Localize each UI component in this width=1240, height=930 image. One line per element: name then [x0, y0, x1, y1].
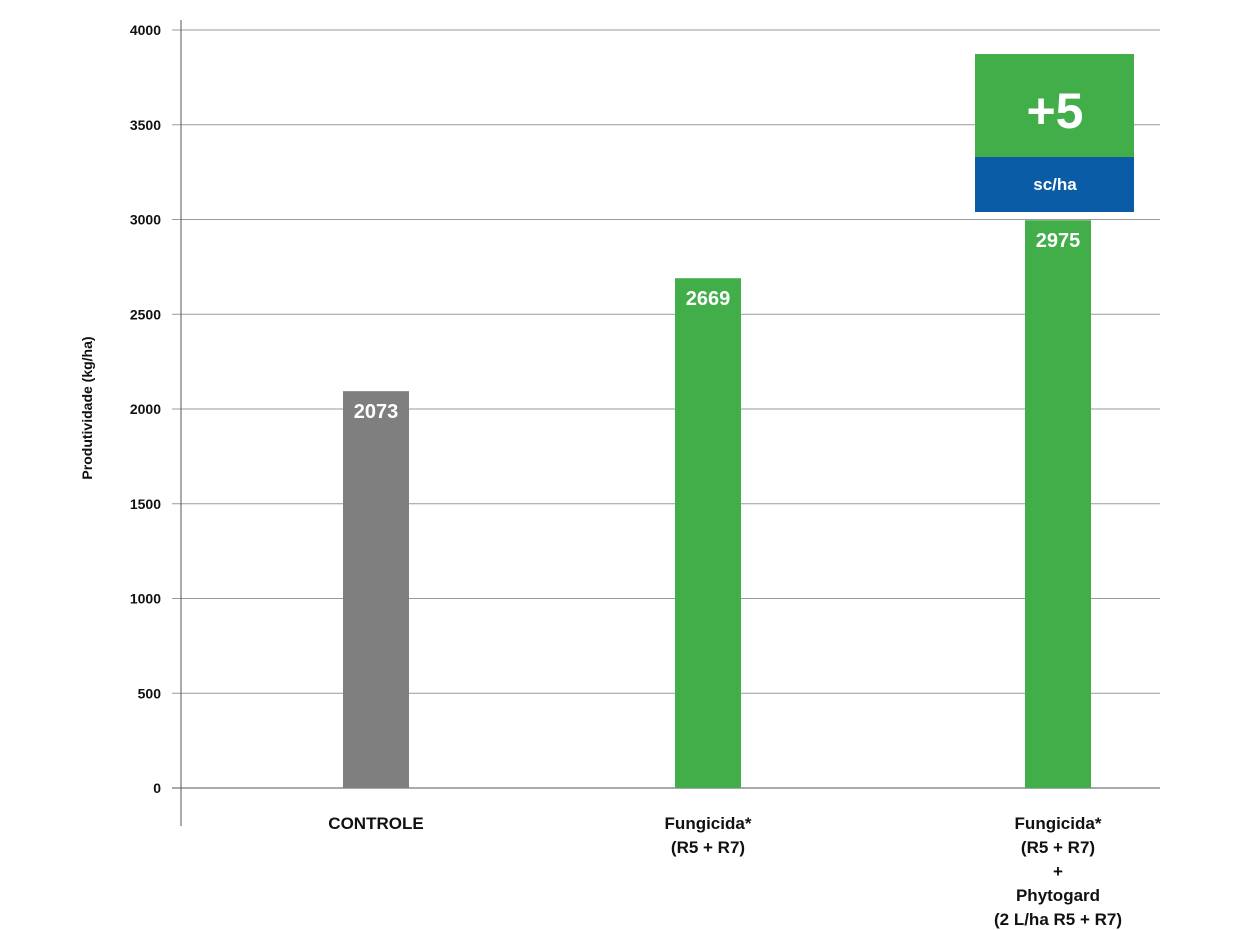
bar: [675, 278, 741, 788]
bar: [1025, 220, 1091, 789]
category-label: Phytogard: [1016, 886, 1100, 905]
y-tick-label: 1500: [130, 496, 161, 512]
category-label: (R5 + R7): [671, 838, 745, 857]
bar: [343, 391, 409, 788]
gain-badge-bottom: [975, 157, 1134, 212]
gain-badge-unit: sc/ha: [1033, 175, 1077, 194]
category-label: +: [1053, 862, 1063, 881]
data-label: 2073: [354, 401, 399, 423]
data-label: 2669: [686, 288, 731, 310]
category-label: CONTROLE: [328, 814, 423, 833]
category-label: Fungicida*: [665, 814, 752, 833]
category-labels: CONTROLE Fungicida* (R5 + R7) Fungicida* (R5…: [328, 814, 1122, 929]
data-labels: 2073 2669 2975: [354, 230, 1081, 423]
y-tick-label: 1000: [130, 591, 161, 607]
y-tick-label: 2500: [130, 306, 161, 322]
y-tick-label: 3500: [130, 117, 161, 133]
category-label: Fungicida*: [1015, 814, 1102, 833]
bars: [343, 220, 1091, 789]
y-tick-label: 2000: [130, 401, 161, 417]
y-tick-labels: 0 500 1000 1500 2000 2500 3000 3500 4000: [130, 22, 161, 796]
category-label: (R5 + R7): [1021, 838, 1095, 857]
gain-badge: +5 sc/ha: [975, 54, 1134, 212]
y-tick-label: 3000: [130, 212, 161, 228]
y-tick-label: 0: [153, 780, 161, 796]
y-tick-label: 500: [138, 685, 162, 701]
y-tick-label: 4000: [130, 22, 161, 38]
y-axis-label: Produtividade (kg/ha): [79, 336, 95, 479]
gridlines: [172, 29, 1160, 789]
data-label: 2975: [1036, 230, 1081, 252]
gain-badge-top: [975, 54, 1134, 157]
category-label: (2 L/ha R5 + R7): [994, 910, 1122, 929]
gain-badge-value: +5: [1026, 83, 1083, 139]
